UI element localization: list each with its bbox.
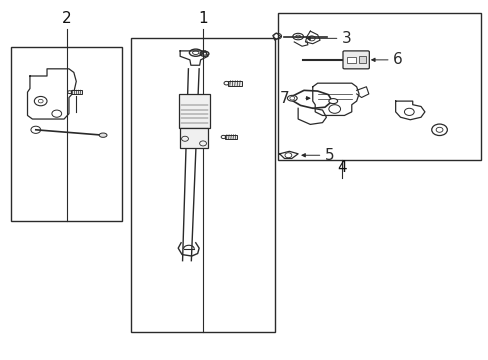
Bar: [180, 128, 208, 148]
Text: 2: 2: [61, 11, 71, 26]
Ellipse shape: [99, 133, 107, 137]
Bar: [346, 57, 355, 63]
Bar: [224, 135, 237, 139]
Text: 6: 6: [392, 52, 402, 67]
Bar: [178, 94, 210, 128]
Bar: [71, 90, 81, 94]
Bar: [358, 56, 366, 63]
Bar: [277, 13, 480, 160]
Ellipse shape: [328, 99, 337, 104]
Ellipse shape: [287, 95, 297, 101]
Bar: [131, 39, 274, 332]
Text: 7: 7: [279, 91, 288, 106]
FancyBboxPatch shape: [342, 51, 368, 69]
Text: 1: 1: [198, 11, 207, 26]
Bar: [227, 81, 241, 86]
Text: 4: 4: [337, 159, 346, 175]
Bar: [11, 47, 122, 221]
Text: 5: 5: [325, 148, 334, 163]
Text: 3: 3: [341, 31, 351, 46]
